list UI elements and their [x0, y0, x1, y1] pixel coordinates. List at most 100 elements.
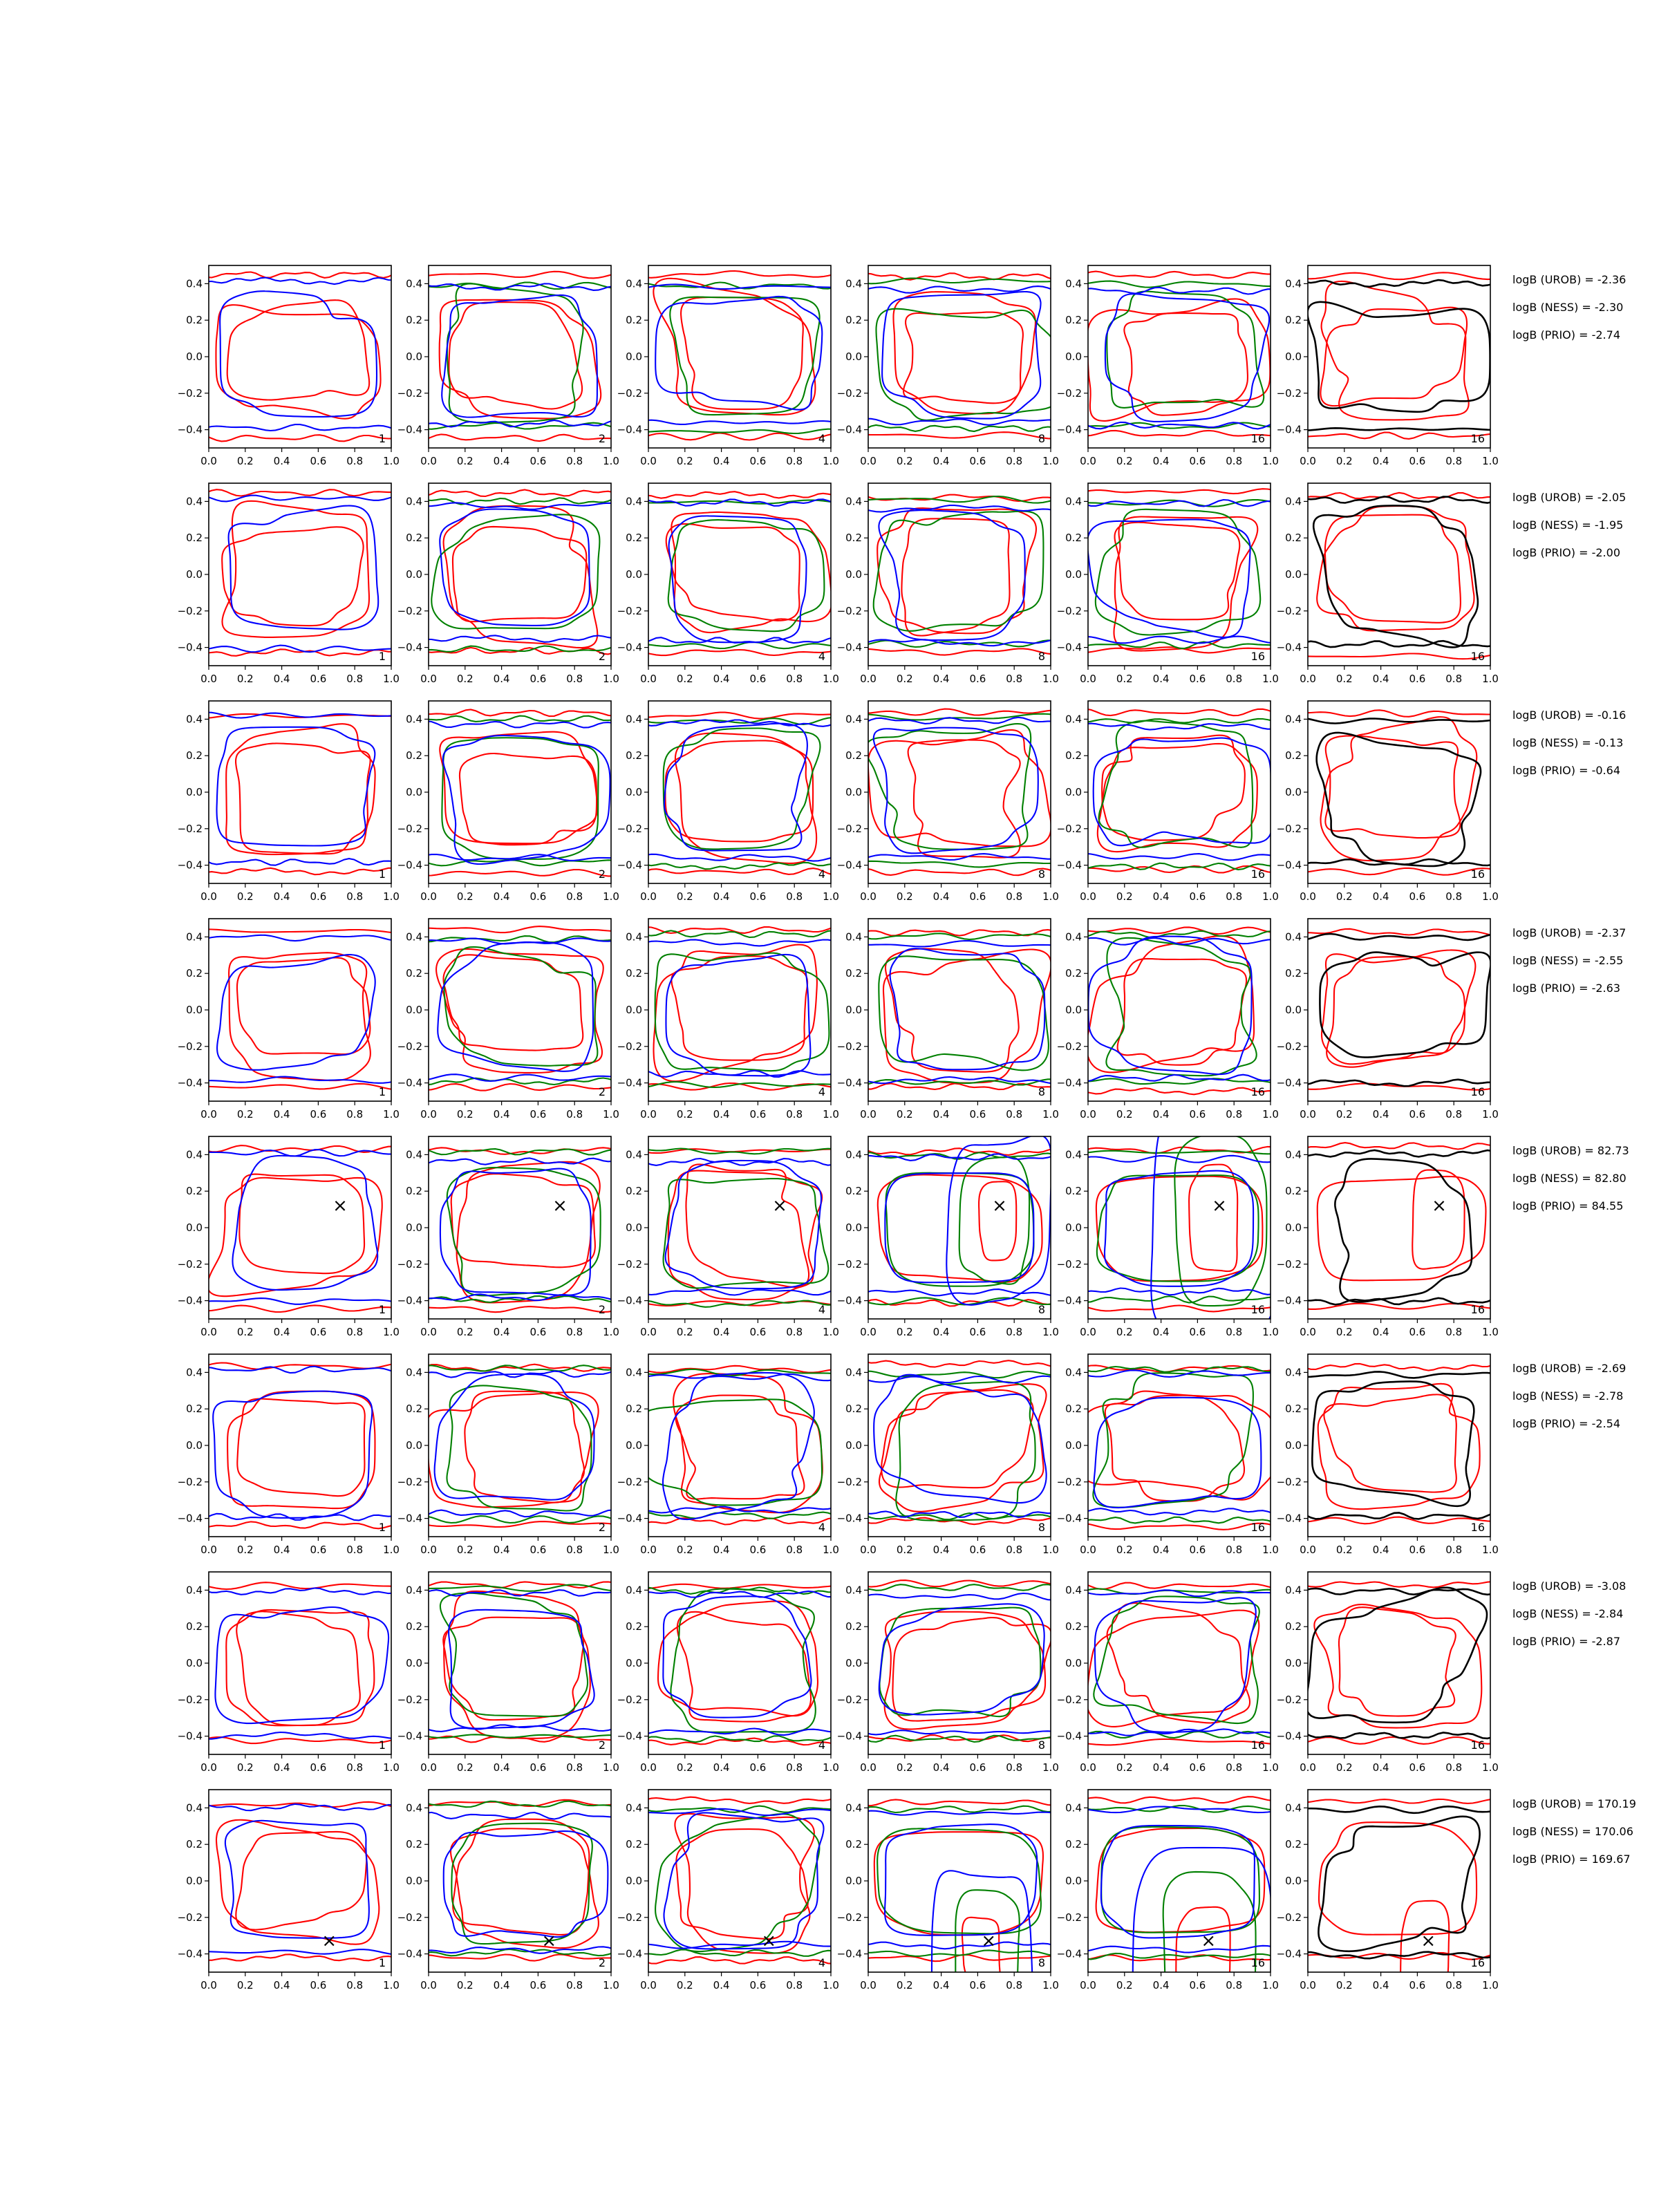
- x-tick-label: 0.6: [310, 1108, 326, 1121]
- contour-line-blue: [648, 719, 831, 727]
- x-tick-label: 0.6: [749, 890, 766, 903]
- contour-line-red: [648, 1956, 831, 1965]
- contour-line-red: [234, 742, 371, 855]
- contour-line-blue: [209, 1587, 391, 1595]
- x-tick-label: 0.4: [933, 890, 950, 903]
- x-tick-label: 0.0: [860, 1761, 877, 1774]
- y-tick-label: 0.0: [406, 1875, 422, 1887]
- x-tick-label: 0.4: [933, 1326, 950, 1338]
- contour-line-red: [868, 1298, 1051, 1307]
- y-tick-label: −0.2: [1057, 1258, 1082, 1271]
- contour-lines: [429, 926, 611, 1091]
- x-tick-label: 1.0: [603, 890, 619, 903]
- contour-line-blue: [868, 505, 1051, 513]
- contour-line-red: [1320, 716, 1478, 862]
- contour-line-blue: [429, 1157, 611, 1165]
- y-tick-label: 0.2: [406, 749, 422, 762]
- y-tick-label: 0.0: [1065, 1004, 1082, 1016]
- y-tick-label: −0.2: [1057, 1694, 1082, 1706]
- contour-line-red: [429, 1391, 599, 1508]
- y-tick-label: 0.2: [1285, 1185, 1302, 1197]
- y-tick-label: −0.2: [1277, 387, 1302, 400]
- contour-line-red: [1316, 1175, 1487, 1282]
- y-tick-label: 0.2: [1285, 532, 1302, 544]
- contour-lines: [1088, 926, 1271, 1096]
- x-tick-label: 0.4: [494, 673, 510, 685]
- contour-line-green: [868, 932, 1051, 941]
- contour-lines: [868, 1360, 1051, 1526]
- panel-label: 16: [1471, 1085, 1485, 1098]
- contour-line-black: [1308, 1732, 1490, 1740]
- contour-line-red: [648, 432, 831, 441]
- contour-lines: [868, 1799, 1051, 1972]
- panel-label: 16: [1471, 432, 1485, 445]
- x-tick-label: 1.0: [1042, 1108, 1059, 1121]
- contour-line-green: [868, 1805, 1051, 1814]
- y-tick-label: 0.2: [186, 314, 203, 326]
- y-tick-label: −0.4: [1057, 859, 1082, 872]
- y-tick-label: 0.2: [1065, 749, 1082, 762]
- x-tick-label: 0.2: [677, 455, 693, 467]
- x-tick-label: 0.6: [1409, 1326, 1425, 1338]
- x-tick-label: 0.0: [1080, 890, 1096, 903]
- y-tick-label: −0.2: [617, 1911, 642, 1924]
- contour-line-red: [903, 311, 1024, 404]
- y-tick-label: 0.4: [186, 277, 203, 290]
- contour-line-blue: [648, 1940, 831, 1949]
- x-tick-label: 0.6: [1189, 673, 1206, 685]
- x-tick-label: 0.4: [933, 1761, 950, 1774]
- panel-label: 16: [1251, 1303, 1265, 1316]
- contour-lines: [1088, 1136, 1271, 1319]
- y-tick-label: 0.0: [845, 1657, 862, 1669]
- x-tick-label: 0.2: [1116, 673, 1133, 685]
- panel-r4-c5: 16 0.0 0.2 0.4 0.6 0.8 1.0 0.4 0.2 0.0 −0.2 −0.4: [1057, 918, 1279, 1121]
- contour-line-blue: [648, 939, 831, 947]
- y-tick-label: −0.4: [1057, 1948, 1082, 1960]
- y-tick-label: −0.2: [1057, 1911, 1082, 1924]
- x-tick-label: 0.4: [713, 890, 730, 903]
- x-tick-label: 0.2: [1336, 1544, 1353, 1556]
- y-tick-label: 0.2: [626, 1620, 642, 1633]
- contour-line-red: [1088, 1522, 1271, 1530]
- y-tick-label: −0.4: [1057, 641, 1082, 654]
- x-tick-label: 1.0: [823, 1326, 839, 1338]
- y-tick-label: 0.0: [845, 568, 862, 581]
- contour-line-blue: [648, 498, 831, 507]
- panel-r6-c3: 4 0.0 0.2 0.4 0.6 0.8 1.0 0.4 0.2 0.0 −0.2 −0.4: [617, 1353, 839, 1556]
- y-tick-label: −0.4: [1277, 1077, 1302, 1089]
- contour-line-blue: [429, 1589, 611, 1597]
- contour-line-red: [429, 709, 611, 718]
- x-tick-label: 0.8: [1226, 455, 1242, 467]
- x-tick-label: 0.0: [1300, 455, 1316, 467]
- contour-line-red: [1088, 935, 1255, 1074]
- x-tick-label: 1.0: [1042, 673, 1059, 685]
- contour-line-red: [442, 505, 599, 649]
- logb-label: logB (UROB) = -3.08: [1512, 1580, 1626, 1593]
- x-tick-label: 0.0: [200, 890, 217, 903]
- y-tick-label: 0.2: [186, 1838, 203, 1850]
- contour-line-blue: [209, 494, 391, 503]
- panel-r8-c3: × 4 0.0 0.2 0.4 0.6 0.8 1.0 0.4 0.2 0.0 −0.2 −0.4: [617, 1789, 839, 1991]
- contour-line-red: [1308, 1142, 1490, 1150]
- y-tick-label: 0.4: [626, 713, 642, 725]
- panel-r7-c1: 1 0.0 0.2 0.4 0.6 0.8 1.0 0.4 0.2 0.0 −0.2 −0.4: [178, 1571, 400, 1774]
- contour-line-blue: [1088, 498, 1271, 507]
- panel-label: 4: [818, 1956, 825, 1969]
- panel-label: 16: [1471, 1738, 1485, 1752]
- x-tick-label: 1.0: [823, 455, 839, 467]
- contour-line-green: [955, 1889, 1020, 1972]
- x-tick-label: 0.4: [274, 673, 290, 685]
- y-tick-label: 0.2: [186, 1185, 203, 1197]
- contour-line-red: [868, 1360, 1051, 1368]
- contour-line-red: [881, 1389, 1034, 1489]
- contour-line-blue: [214, 1606, 390, 1725]
- contour-line-blue: [232, 1154, 379, 1291]
- y-tick-label: 0.2: [406, 1620, 422, 1633]
- contour-line-red: [1095, 1175, 1264, 1282]
- contour-line-red: [648, 1365, 831, 1374]
- contour-line-red: [648, 491, 831, 499]
- panel-r2-c2: 2 0.0 0.2 0.4 0.6 0.8 1.0 0.4 0.2 0.0 −0.2 −0.4: [397, 482, 619, 685]
- contour-line-red: [648, 270, 831, 279]
- contour-line-blue: [868, 1730, 1051, 1736]
- y-tick-label: −0.2: [837, 1040, 862, 1053]
